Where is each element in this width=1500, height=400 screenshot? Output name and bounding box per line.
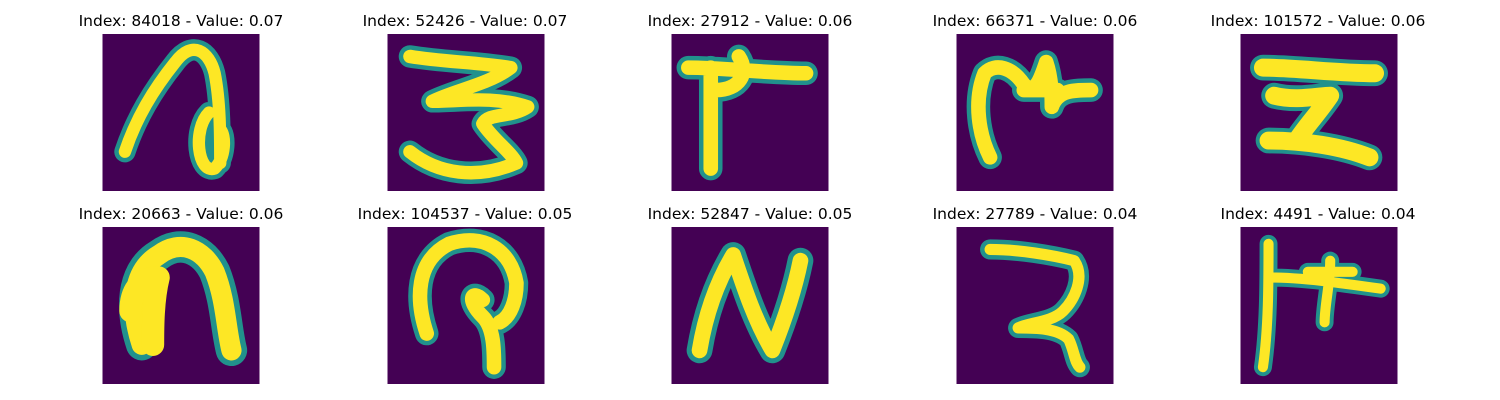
panel-title: Index: 84018 - Value: 0.07 xyxy=(78,12,284,30)
panel-title: Index: 66371 - Value: 0.06 xyxy=(932,12,1138,30)
glyph-image xyxy=(387,34,545,191)
glyph-image xyxy=(387,227,545,384)
glyph-image xyxy=(956,227,1114,384)
glyph-image xyxy=(102,34,260,191)
glyph-image xyxy=(1240,227,1398,384)
panel-title: Index: 52847 - Value: 0.05 xyxy=(647,205,853,223)
panel-title: Index: 104537 - Value: 0.05 xyxy=(357,205,573,223)
glyph-image xyxy=(671,227,829,384)
glyph-image xyxy=(671,34,829,191)
panel-title: Index: 52426 - Value: 0.07 xyxy=(362,12,568,30)
panel-title: Index: 20663 - Value: 0.06 xyxy=(78,205,284,223)
panel-title: Index: 4491 - Value: 0.04 xyxy=(1220,205,1416,223)
panel-title: Index: 27789 - Value: 0.04 xyxy=(932,205,1138,223)
glyph-image xyxy=(102,227,260,384)
glyph-image xyxy=(956,34,1114,191)
panel-title: Index: 27912 - Value: 0.06 xyxy=(647,12,853,30)
panel-title: Index: 101572 - Value: 0.06 xyxy=(1210,12,1426,30)
glyph-image xyxy=(1240,34,1398,191)
